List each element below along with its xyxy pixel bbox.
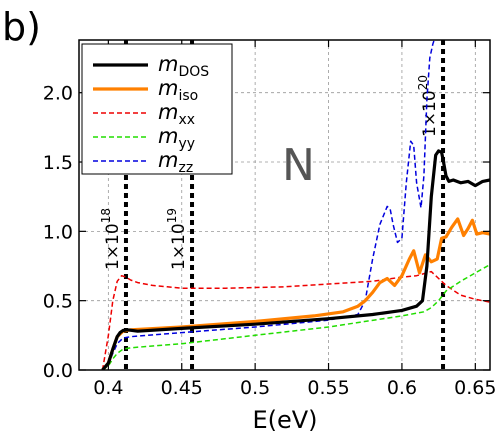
series-line-yy — [102, 263, 490, 370]
y-tick-label: 0.0 — [43, 360, 73, 382]
x-tick-label: 0.6 — [387, 377, 417, 399]
y-tick-label: 0.5 — [43, 291, 73, 313]
panel-label: b) — [2, 5, 41, 49]
x-tick-label: 0.65 — [454, 377, 496, 399]
legend-entry-DOS: mDOS — [158, 52, 209, 80]
x-tick-label: 0.45 — [161, 377, 203, 399]
y-tick-label: 2.0 — [43, 83, 73, 105]
series-line-DOS — [101, 149, 490, 370]
legend-entry-zz: mzz — [158, 148, 193, 176]
x-axis-label: E(eV) — [252, 406, 317, 434]
plot-frame — [78, 39, 491, 371]
y-tick-label: 1.0 — [43, 221, 73, 243]
series-line-iso — [101, 217, 490, 370]
doping-label: 1×1020 — [416, 75, 440, 137]
series-line-xx — [101, 270, 490, 370]
y-tick-label: 1.5 — [43, 152, 73, 174]
doping-label: 1×1018 — [99, 208, 123, 270]
legend-entry-iso: miso — [158, 76, 198, 104]
x-tick-label: 0.4 — [93, 377, 123, 399]
axis-ticks: 0.4 0.45 0.5 0.55 0.6 0.65 0.0 0.5 1.0 1.5 2.0 — [43, 40, 496, 399]
annotation-label: N — [282, 140, 315, 191]
x-tick-label: 0.55 — [307, 377, 349, 399]
x-tick-label: 0.5 — [240, 377, 270, 399]
series-lines — [101, 40, 490, 370]
legend-entry-yy: myy — [158, 124, 195, 152]
doping-label: 1×1019 — [165, 208, 189, 270]
series-line-zz — [101, 40, 435, 370]
legend-entry-xx: mxx — [158, 100, 195, 128]
